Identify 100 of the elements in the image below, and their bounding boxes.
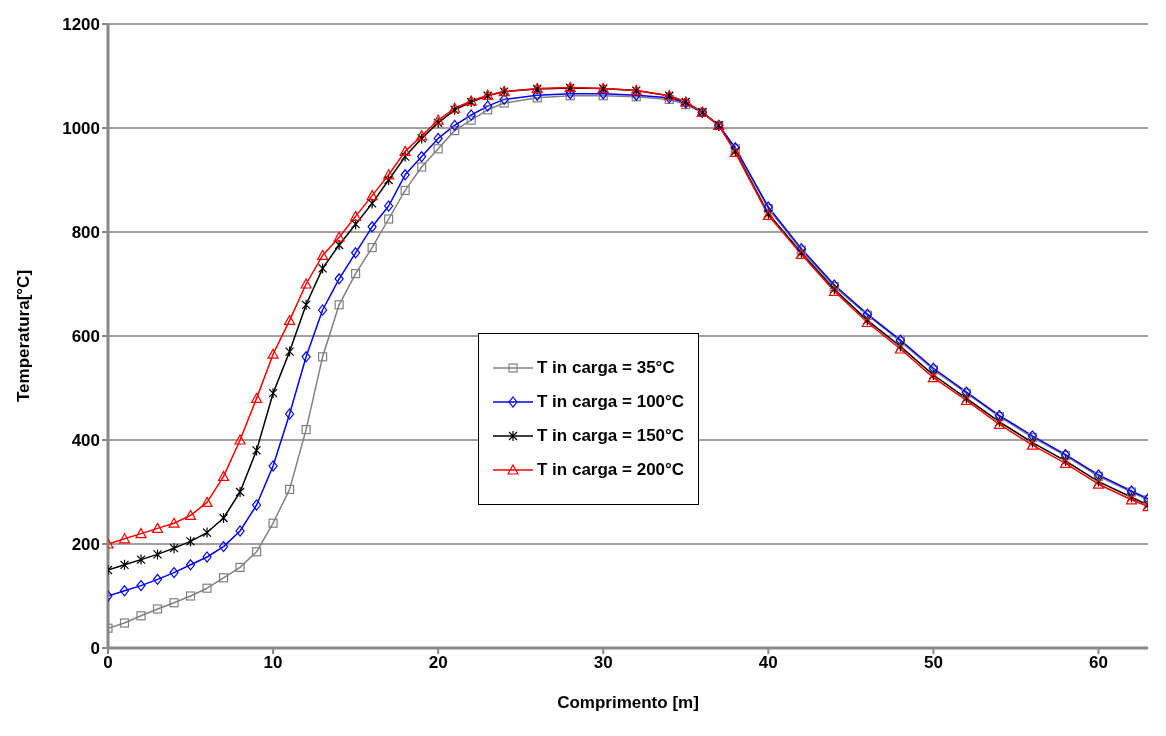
x-tick-label: 60 (1089, 653, 1108, 673)
point (317, 249, 329, 260)
point (136, 580, 146, 592)
point (351, 269, 361, 279)
point (433, 132, 443, 144)
point (218, 512, 229, 524)
point (383, 169, 395, 180)
point (185, 535, 196, 547)
legend-label: T in carga = 35°C (537, 358, 675, 378)
legend-label: T in carga = 200°C (537, 460, 685, 480)
point (318, 352, 328, 362)
point (135, 528, 147, 539)
point (499, 93, 509, 105)
point (433, 117, 443, 129)
point (202, 583, 212, 593)
point (499, 98, 509, 108)
point (202, 551, 212, 563)
point (218, 541, 229, 553)
point (300, 278, 312, 289)
point (532, 89, 542, 101)
x-tick-label: 20 (428, 653, 448, 673)
point (251, 444, 262, 456)
point (301, 299, 311, 311)
y-tick-label: 200 (71, 535, 100, 555)
x-tick-label: 10 (263, 653, 283, 673)
point (119, 585, 130, 597)
point (136, 554, 146, 566)
y-tick-label: 800 (71, 223, 100, 243)
point (433, 144, 443, 154)
y-axis-title: Temperatura[°C] (14, 269, 34, 403)
point (466, 109, 476, 121)
point (235, 562, 245, 572)
point (283, 314, 296, 325)
point (483, 100, 493, 112)
point (350, 210, 362, 221)
point (399, 145, 411, 156)
point (284, 484, 295, 494)
point (384, 200, 394, 212)
point (367, 197, 377, 209)
point (417, 162, 427, 172)
point (334, 300, 344, 310)
point (400, 169, 410, 181)
point (301, 351, 311, 363)
y-tick-label: 400 (71, 431, 100, 451)
y-tick-label: 1000 (62, 119, 100, 139)
point (333, 231, 345, 242)
point (184, 509, 197, 520)
point (400, 151, 410, 163)
point (384, 174, 394, 186)
point (251, 499, 262, 511)
point (483, 105, 493, 115)
point (151, 522, 164, 533)
x-axis-title: Comprimento [m] (557, 693, 699, 712)
point (351, 247, 361, 259)
point (450, 126, 460, 136)
point (450, 119, 460, 131)
point (367, 243, 377, 253)
x-tick-label: 0 (103, 653, 113, 673)
point (217, 470, 230, 481)
point (152, 573, 163, 585)
point (218, 573, 229, 583)
legend-label: T in carga = 150°C (537, 426, 685, 446)
point (351, 218, 361, 230)
point (250, 392, 263, 403)
point (318, 262, 328, 274)
point (268, 387, 278, 399)
point (268, 460, 278, 472)
point (169, 542, 179, 554)
point (334, 239, 344, 251)
point (267, 348, 279, 359)
point (168, 517, 180, 528)
point (400, 185, 410, 195)
point (318, 304, 328, 316)
point (466, 115, 476, 125)
point (185, 591, 196, 601)
point (334, 273, 344, 285)
x-tick-label: 30 (593, 653, 613, 673)
point (119, 559, 130, 571)
point (234, 434, 246, 445)
point (432, 114, 444, 125)
point (235, 525, 245, 537)
x-tick-label: 50 (923, 653, 943, 673)
point (384, 214, 394, 224)
point (202, 526, 212, 539)
y-tick-label: 1200 (62, 15, 100, 35)
point (301, 425, 311, 435)
point (185, 559, 196, 571)
point (152, 548, 163, 560)
point (532, 93, 542, 103)
point (136, 611, 146, 621)
point (119, 618, 130, 628)
point (284, 408, 295, 420)
point (367, 221, 377, 233)
point (251, 547, 262, 557)
point (366, 190, 378, 201)
x-tick-label: 40 (758, 653, 778, 673)
point (169, 567, 179, 579)
point (284, 346, 295, 358)
legend-label: T in carga = 100°C (537, 392, 685, 412)
point (235, 486, 245, 498)
